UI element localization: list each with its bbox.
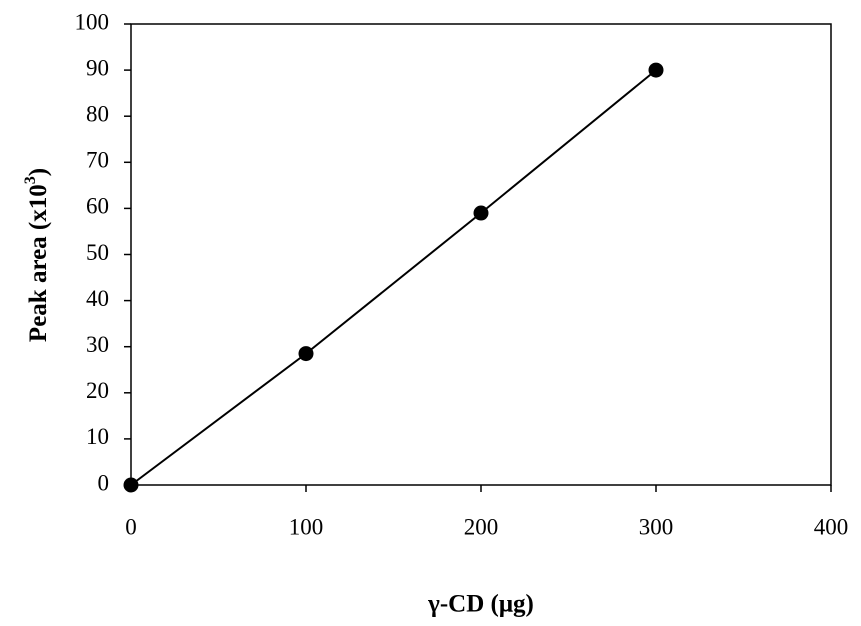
- data-point: [473, 205, 489, 221]
- y-axis-label: Peak area (x103): [22, 168, 52, 342]
- y-tick-label: 10: [86, 424, 109, 449]
- y-tick-label: 0: [98, 470, 110, 495]
- data-point: [123, 477, 139, 493]
- y-tick-label: 90: [86, 55, 109, 80]
- x-tick-label: 100: [289, 514, 324, 539]
- y-axis-label-exponent: 3: [22, 176, 39, 184]
- y-tick-label: 40: [86, 286, 109, 311]
- data-point: [298, 346, 314, 362]
- y-tick-label: 30: [86, 332, 109, 357]
- y-tick-label: 50: [86, 240, 109, 265]
- y-axis-label-main: Peak area (x10: [25, 184, 52, 342]
- y-tick-label: 100: [75, 9, 110, 34]
- x-tick-label: 200: [464, 514, 499, 539]
- y-tick-label: 80: [86, 101, 109, 126]
- y-axis-label-end: ): [25, 168, 52, 176]
- x-axis-label: γ-CD (μg): [427, 591, 534, 618]
- plot-frame: [130, 23, 832, 486]
- y-tick-label: 60: [86, 194, 109, 219]
- y-tick-label: 70: [86, 148, 109, 173]
- x-tick-label: 300: [639, 514, 674, 539]
- data-point: [648, 62, 664, 78]
- data-line: [130, 69, 657, 486]
- x-tick-label: 400: [814, 514, 849, 539]
- y-tick-label: 20: [86, 378, 109, 403]
- x-tick-label: 0: [125, 514, 137, 539]
